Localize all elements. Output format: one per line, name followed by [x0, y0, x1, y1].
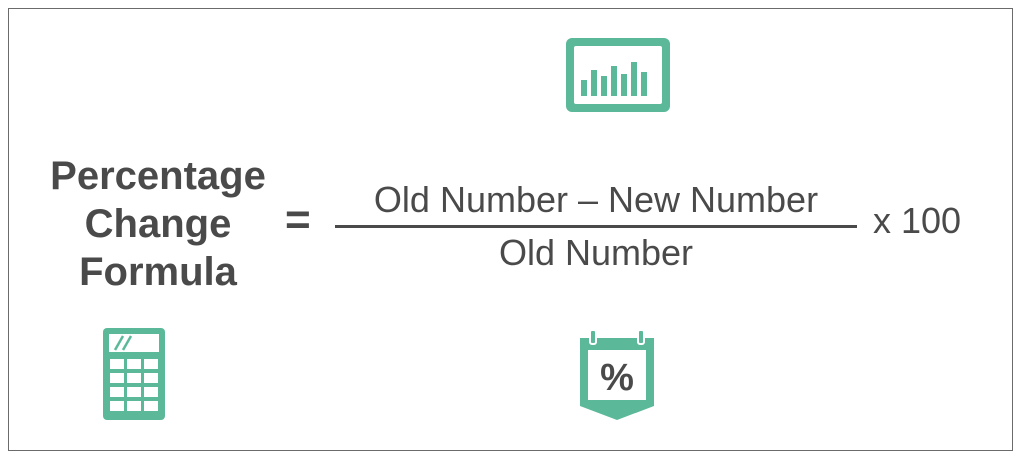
title-line-3: Formula: [79, 250, 237, 294]
formula-denominator: Old Number: [498, 232, 694, 273]
page-title: Percentage Change Formula: [28, 152, 288, 296]
frame-border: [8, 8, 1013, 451]
bar-chart-monitor-icon: [566, 38, 670, 112]
fraction-line: [335, 225, 857, 228]
percent-calendar-icon: %: [576, 330, 658, 420]
equals-sign: =: [285, 195, 311, 244]
title-line-2: Change: [84, 202, 232, 246]
formula-numerator: Old Number – New Number: [373, 179, 819, 220]
calculator-icon: [103, 328, 165, 420]
formula-multiplier: x 100: [873, 200, 962, 241]
percent-glyph: %: [600, 357, 634, 399]
title-line-1: Percentage: [50, 154, 266, 198]
